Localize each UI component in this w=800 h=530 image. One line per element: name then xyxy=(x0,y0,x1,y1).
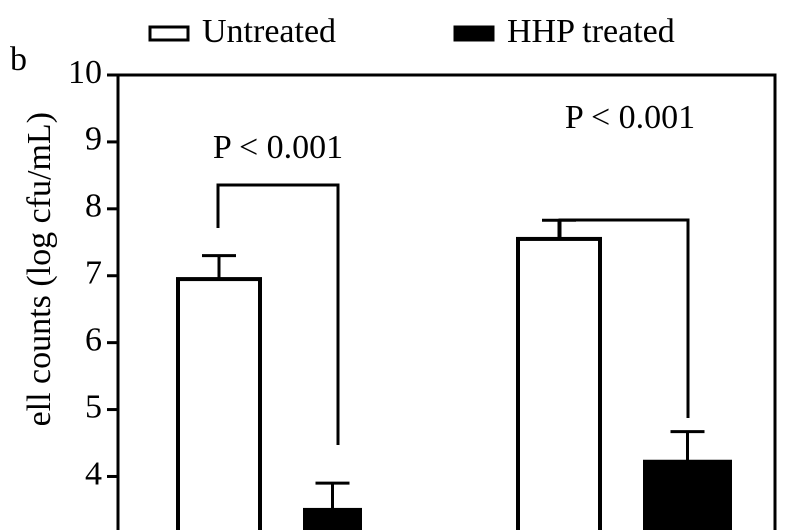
y-tick-label: 5 xyxy=(85,388,102,425)
y-tick-label: 9 xyxy=(85,121,102,158)
annotation: P < 0.001 xyxy=(565,99,695,136)
legend-label: Untreated xyxy=(202,13,336,50)
bar xyxy=(516,236,602,530)
y-tick-label: 6 xyxy=(85,321,102,358)
legend-swatch xyxy=(148,25,190,42)
significance-bracket xyxy=(216,183,340,445)
y-tick-label: 4 xyxy=(85,455,102,492)
significance-bracket xyxy=(558,218,690,418)
panel-label: b xyxy=(10,41,27,78)
axis-frame xyxy=(116,73,777,530)
bar xyxy=(303,507,362,530)
bar xyxy=(643,459,732,530)
bar xyxy=(176,277,262,530)
legend-label: HHP treated xyxy=(507,13,675,50)
y-axis-label: ell counts (log cfu/mL) xyxy=(21,112,58,426)
annotation: P < 0.001 xyxy=(213,129,343,166)
y-tick-label: 8 xyxy=(85,188,102,225)
legend-swatch xyxy=(453,25,495,42)
y-tick-label: 10 xyxy=(68,54,102,91)
y-tick-label: 7 xyxy=(85,255,102,292)
